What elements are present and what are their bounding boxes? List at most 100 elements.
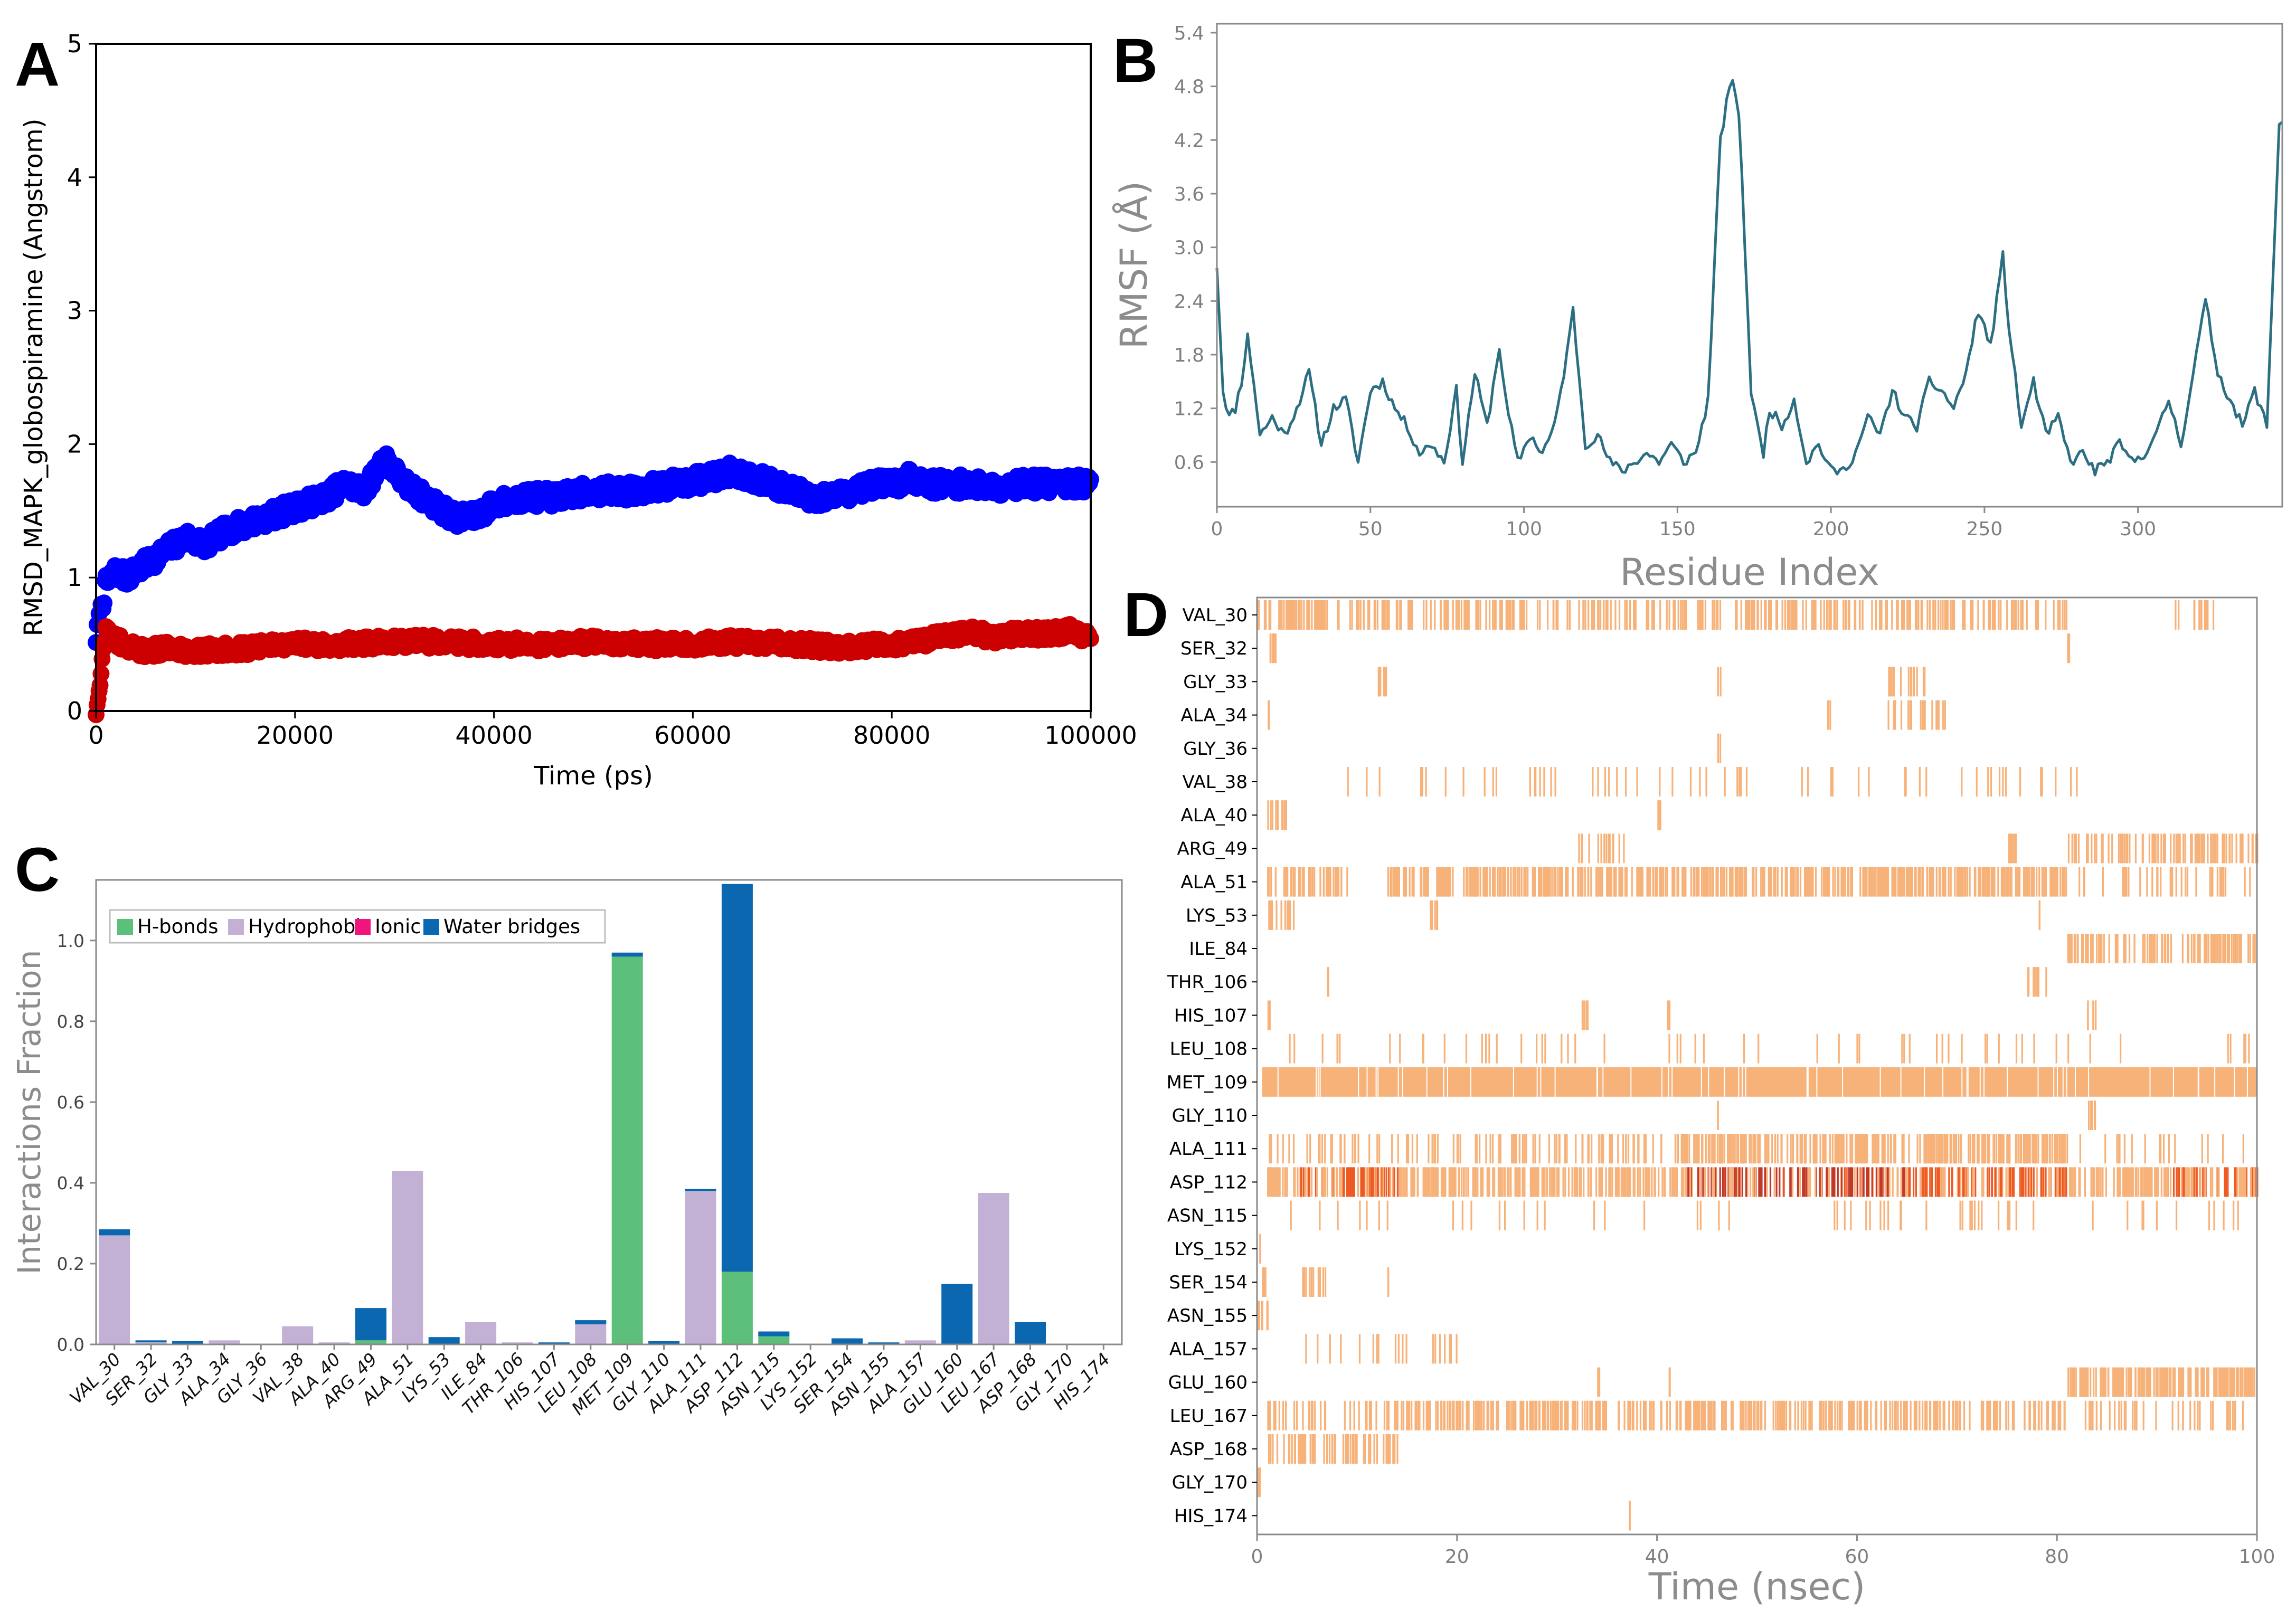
- contact-mark: [2251, 833, 2253, 864]
- contact-mark: [1335, 867, 1337, 897]
- contact-mark: [1461, 1200, 1463, 1230]
- contact-mark: [1812, 600, 1815, 630]
- contact-mark: [1681, 1167, 1684, 1197]
- contact-mark: [1647, 867, 1649, 897]
- contact-mark: [1777, 867, 1779, 897]
- contact-gap: [1402, 1067, 1403, 1097]
- contact-mark: [1916, 667, 1918, 697]
- contact-mark: [1411, 1167, 1413, 1197]
- contact-mark: [1866, 1167, 1868, 1197]
- y-tick-label: 3: [67, 297, 82, 325]
- contact-mark: [1759, 1167, 1761, 1197]
- contact-mark: [2212, 867, 2214, 897]
- contact-mark: [1838, 867, 1840, 897]
- contact-mark: [2120, 833, 2122, 864]
- timeline-row: [1267, 867, 2251, 897]
- panel-b-x-label: Residue Index: [1620, 551, 1879, 594]
- contact-mark: [1900, 667, 1902, 697]
- contact-mark: [1404, 1167, 1406, 1197]
- contact-mark: [1911, 667, 1913, 697]
- contact-mark: [1462, 767, 1464, 797]
- contact-gap: [2234, 1067, 2235, 1097]
- contact-gap: [1700, 900, 1702, 930]
- bar-water-bridges: [758, 1331, 790, 1336]
- contact-gap: [1724, 1067, 1725, 1097]
- contact-mark: [2216, 1167, 2218, 1197]
- contact-mark: [1574, 1034, 1576, 1064]
- contact-mark: [1894, 1134, 1896, 1164]
- contact-mark: [1616, 767, 1618, 797]
- contact-gap: [1375, 1067, 1377, 1097]
- contact-mark: [1766, 1167, 1768, 1197]
- contact-mark: [1274, 867, 1277, 897]
- contact-mark: [1592, 767, 1594, 797]
- panel-a-y-label: RMSD_MAPK_globospiramine (Angstrom): [19, 119, 49, 637]
- x-tick-label: 100: [1506, 518, 1542, 540]
- contact-mark: [1903, 1034, 1905, 1064]
- contact-gap: [1979, 1067, 1981, 1097]
- contact-mark: [1717, 1101, 1719, 1130]
- contact-mark: [1524, 1134, 1526, 1164]
- contact-mark: [2178, 600, 2180, 630]
- contact-mark: [1275, 1167, 1278, 1197]
- contact-mark: [2005, 767, 2007, 797]
- contact-mark: [1543, 767, 1545, 797]
- contact-mark: [2102, 867, 2104, 897]
- contact-mark: [2113, 1167, 2115, 1197]
- contact-mark: [1896, 1167, 1898, 1197]
- contact-mark: [1632, 1134, 1634, 1164]
- contact-mark: [1324, 600, 1326, 630]
- contact-mark: [1921, 1167, 1923, 1197]
- bar-h-bonds: [758, 1336, 790, 1344]
- contact-mark: [1939, 867, 1941, 897]
- contact-mark: [1420, 867, 1422, 897]
- contact-mark: [1275, 900, 1278, 930]
- contact-mark: [2058, 1167, 2061, 1197]
- contact-mark: [1754, 1134, 1757, 1164]
- contact-mark: [1917, 600, 1920, 630]
- y-tick-label: 0.4: [57, 1173, 84, 1193]
- contact-mark: [1794, 867, 1796, 897]
- panel-b-rmsf-chart: 0 50 100 150 200 250 3000.61.21.82.43.03.64.24…: [1112, 23, 2283, 594]
- contact-mark: [1836, 600, 1838, 630]
- contact-mark: [1997, 867, 1999, 897]
- contact-mark: [1290, 867, 1292, 897]
- contact-mark: [1492, 600, 1494, 630]
- contact-mark: [1333, 867, 1335, 897]
- contact-mark: [2083, 867, 2085, 897]
- contact-mark: [1533, 867, 1535, 897]
- contact-mark: [1391, 1134, 1393, 1164]
- contact-mark: [1646, 600, 1648, 630]
- contact-mark: [1935, 1134, 1938, 1164]
- contact-mark: [2182, 833, 2185, 864]
- contact-mark: [1300, 1167, 1302, 1197]
- contact-mark: [1584, 600, 1586, 630]
- contact-gap: [1704, 900, 1706, 930]
- contact-mark: [1741, 1134, 1743, 1164]
- contact-mark: [2200, 833, 2203, 864]
- contact-mark: [1371, 1167, 1373, 1197]
- contact-mark: [1557, 867, 1559, 897]
- contact-mark: [1773, 867, 1775, 897]
- bar-hydrophobic: [392, 1171, 423, 1344]
- timeline-row: [1597, 1367, 2256, 1397]
- contact-mark: [1707, 1134, 1709, 1164]
- contact-mark: [1394, 867, 1396, 897]
- contact-mark: [1268, 600, 1270, 630]
- contact-mark: [1942, 700, 1944, 730]
- contact-mark: [1504, 1200, 1506, 1230]
- x-tick-label: 200: [1813, 518, 1849, 540]
- contact-mark: [2035, 1134, 2037, 1164]
- contact-mark: [1728, 1167, 1731, 1197]
- contact-mark: [1651, 600, 1653, 630]
- contact-mark: [1376, 1134, 1378, 1164]
- contact-gap: [1699, 900, 1700, 930]
- contact-mark: [2216, 833, 2218, 864]
- contact-mark: [1668, 1034, 1670, 1064]
- contact-mark: [2180, 867, 2182, 897]
- contact-mark: [1290, 1200, 1292, 1230]
- y-tick-label: 0.0: [57, 1334, 84, 1355]
- contact-mark: [2171, 867, 2174, 897]
- contact-mark: [2138, 1167, 2140, 1197]
- contact-mark: [1413, 1167, 1415, 1197]
